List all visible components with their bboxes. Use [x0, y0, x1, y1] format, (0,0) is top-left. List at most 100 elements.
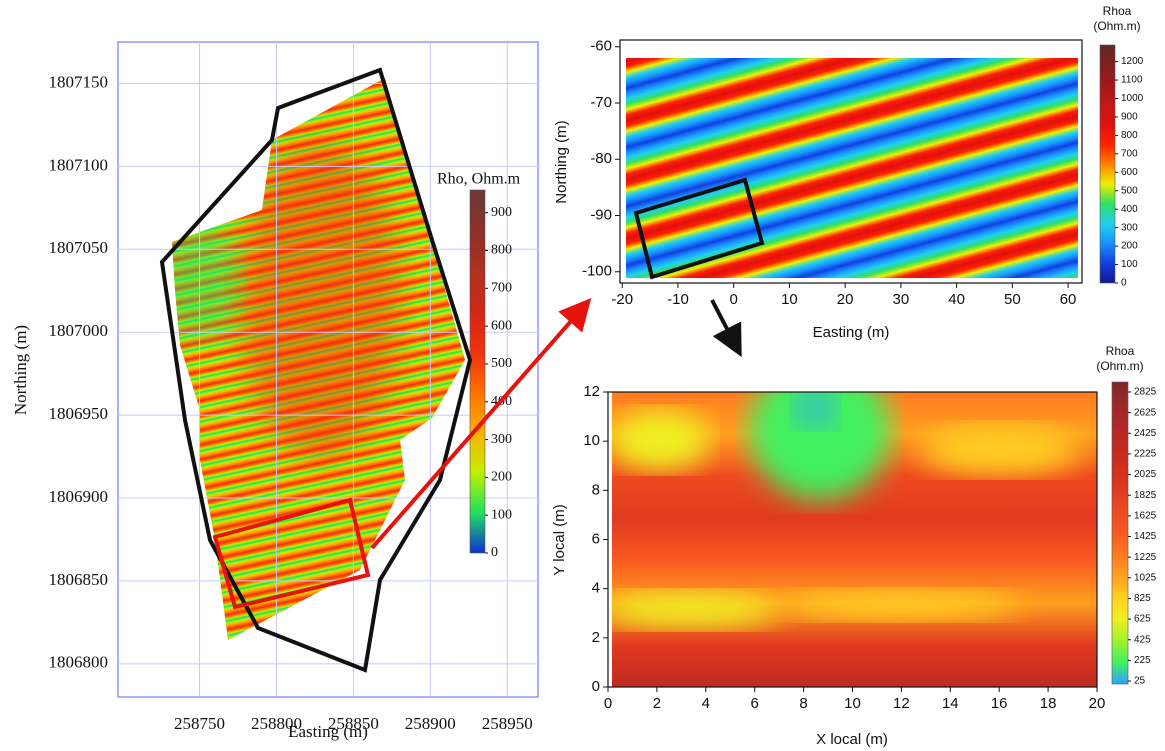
- y-tick-label: -100: [582, 263, 612, 280]
- colorbar-tick-label: 200: [1121, 241, 1138, 252]
- x-tick-label: 258750: [174, 714, 225, 733]
- colorbar-tick-label: 700: [1121, 148, 1138, 159]
- colorbar-tick-label: 1000: [1121, 93, 1144, 104]
- colorbar-tick-label: 25: [1134, 676, 1146, 687]
- x-tick-label: 0: [730, 291, 738, 308]
- colorbar-title: Rhoa: [1103, 4, 1132, 18]
- y-tick-label: 1806850: [49, 570, 109, 589]
- colorbar-tick-label: 1625: [1134, 511, 1157, 522]
- colorbar-tick-label: 600: [491, 318, 512, 333]
- y-tick-label: 4: [592, 580, 600, 597]
- y-tick-label: 1806950: [49, 404, 109, 423]
- colorbar-tick-label: 2825: [1134, 387, 1157, 398]
- colorbar-tick-label: 225: [1134, 655, 1151, 666]
- x-tick-label: 18: [1040, 695, 1057, 712]
- colorbar-tick-label: 1425: [1134, 531, 1157, 542]
- y-tick-label: 8: [592, 481, 600, 498]
- map-fill: [600, 360, 1097, 687]
- x-tick-label: 6: [751, 695, 759, 712]
- colorbar-tick-label: 300: [1121, 222, 1138, 233]
- y-tick-label: 12: [583, 383, 600, 400]
- colorbar: 2522542562582510251225142516251825202522…: [1096, 344, 1156, 686]
- y-tick-label: -60: [590, 38, 612, 55]
- map-high: [240, 140, 400, 460]
- map-low: [793, 388, 837, 428]
- map-low: [600, 592, 780, 628]
- colorbar-tick-label: 500: [1121, 185, 1138, 196]
- colorbar-tick-label: 800: [1121, 130, 1138, 141]
- colorbar-tick-label: 600: [1121, 167, 1138, 178]
- y-tick-label: -80: [590, 150, 612, 167]
- colorbar-tick-label: 200: [491, 470, 512, 485]
- colorbar-title: (Ohm.m): [1096, 359, 1143, 373]
- y-tick-label: -70: [590, 94, 612, 111]
- colorbar-tick-label: 800: [491, 243, 512, 258]
- y-tick-label: 10: [583, 432, 600, 449]
- map-low: [750, 360, 890, 500]
- colorbar-tick-label: 0: [491, 545, 498, 560]
- y-tick-label: 1807100: [49, 155, 109, 174]
- colorbar-tick-label: 2625: [1134, 407, 1157, 418]
- colorbar-tick-label: 700: [491, 281, 512, 296]
- x-axis-label: Easting (m): [288, 722, 368, 741]
- colorbar-tick-label: 1225: [1134, 552, 1157, 563]
- colorbar-title: (Ohm.m): [1093, 19, 1140, 33]
- colorbar-scale: [470, 190, 485, 553]
- colorbar-tick-label: 1025: [1134, 572, 1157, 583]
- colorbar-tick-label: 100: [1121, 259, 1138, 270]
- map-low: [780, 590, 1020, 620]
- x-axis-label: Easting (m): [813, 324, 890, 341]
- x-tick-label: 4: [702, 695, 710, 712]
- colorbar-tick-label: 500: [491, 356, 512, 371]
- colorbar-tick-label: 2225: [1134, 449, 1157, 460]
- y-tick-label: 1806800: [49, 653, 109, 672]
- colorbar-title: Rho, Ohm.m: [437, 171, 521, 188]
- colorbar-tick-label: 100: [491, 507, 512, 522]
- x-tick-label: 2: [653, 695, 661, 712]
- x-tick-label: 30: [893, 291, 910, 308]
- map-low: [610, 410, 710, 470]
- y-tick-label: 1807150: [49, 72, 109, 91]
- colorbar-scale: [1112, 382, 1128, 684]
- x-tick-label: 0: [604, 695, 612, 712]
- colorbar-tick-label: 2025: [1134, 469, 1157, 480]
- x-tick-label: 258950: [482, 714, 533, 733]
- colorbar-tick-label: 900: [1121, 112, 1138, 123]
- y-tick-label: 2: [592, 629, 600, 646]
- colorbar-tick-label: 900: [491, 205, 512, 220]
- x-tick-label: 12: [893, 695, 910, 712]
- x-tick-label: 60: [1060, 291, 1077, 308]
- colorbar-title: Rhoa: [1106, 344, 1135, 358]
- colorbar-tick-label: 0: [1121, 278, 1127, 289]
- y-axis-label: Northing (m): [553, 120, 570, 203]
- x-tick-label: 40: [948, 291, 965, 308]
- colorbar-tick-label: 300: [491, 432, 512, 447]
- x-tick-label: -20: [611, 291, 633, 308]
- x-tick-label: 20: [837, 291, 854, 308]
- x-tick-label: 20: [1089, 695, 1106, 712]
- colorbar-tick-label: 1825: [1134, 490, 1157, 501]
- colorbar-tick-label: 2425: [1134, 428, 1157, 439]
- figure: 2587502588002588502589002589501806800180…: [0, 0, 1165, 751]
- x-tick-label: 258900: [405, 714, 456, 733]
- colorbar-tick-label: 1100: [1121, 75, 1143, 86]
- x-axis-label: X local (m): [816, 731, 888, 748]
- x-tick-label: 10: [844, 695, 861, 712]
- y-tick-label: -90: [590, 206, 612, 223]
- x-tick-label: -10: [667, 291, 689, 308]
- map-fill: [626, 58, 1078, 278]
- colorbar: 0 100 200 300 400 500 600 700 800 900 1000 1100 1200…: [1093, 4, 1143, 288]
- colorbar-tick-label: 400: [1121, 204, 1138, 215]
- colorbar-tick-label: 1200: [1121, 56, 1144, 67]
- x-tick-label: 8: [799, 695, 807, 712]
- y-axis-label: Y local (m): [551, 504, 568, 575]
- x-tick-label: 16: [991, 695, 1008, 712]
- colorbar-tick-label: 825: [1134, 593, 1151, 604]
- colorbar-scale: [1100, 45, 1115, 283]
- y-tick-label: 1807000: [49, 321, 109, 340]
- x-tick-label: 14: [942, 695, 959, 712]
- map-fill: [160, 60, 480, 660]
- y-tick-label: 1807050: [49, 238, 109, 257]
- map-low: [920, 425, 1080, 475]
- y-tick-label: 1806900: [49, 487, 109, 506]
